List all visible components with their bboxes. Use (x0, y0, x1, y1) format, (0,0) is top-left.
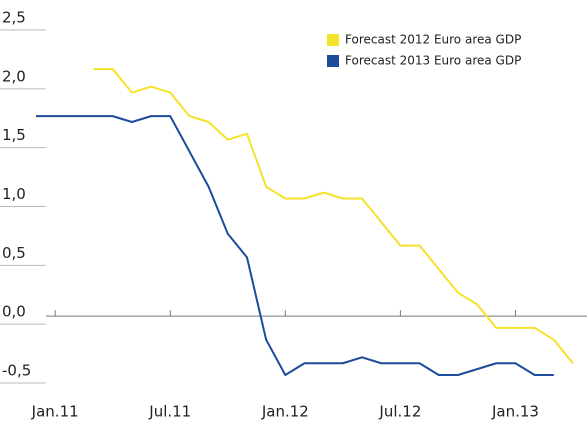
y-tick-label: 2,5 (2, 9, 26, 27)
series-line (93, 68, 574, 364)
y-tick-label: 1,0 (2, 185, 26, 203)
x-tick-label: Jul.12 (378, 403, 421, 421)
y-tick-label: 1,5 (2, 126, 26, 144)
y-tick-label: 0,5 (2, 244, 26, 262)
x-tick-label: Jul.11 (148, 403, 191, 421)
x-tick-label: Jan.12 (261, 403, 309, 421)
legend-swatch (327, 34, 339, 46)
legend-label: Forecast 2013 Euro area GDP (345, 54, 521, 68)
x-tick-label: Jan.11 (31, 403, 79, 421)
x-tick-label: Jan.13 (491, 403, 539, 421)
series-line (36, 115, 554, 376)
legend-swatch (327, 55, 339, 67)
y-tick-label: 2,0 (2, 67, 26, 85)
y-tick-label: -0,5 (2, 362, 31, 380)
legend-label: Forecast 2012 Euro area GDP (345, 33, 521, 47)
y-tick-label: 0,0 (2, 303, 26, 321)
